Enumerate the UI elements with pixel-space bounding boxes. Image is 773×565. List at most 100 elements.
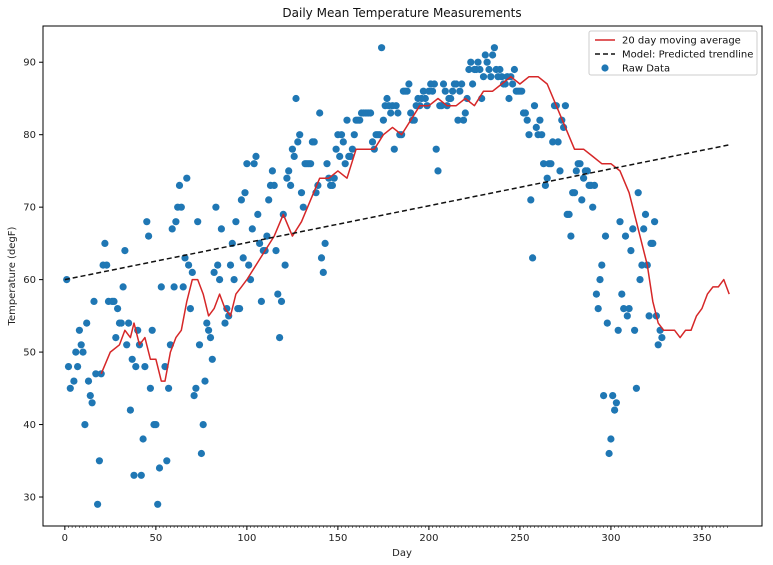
data-point: [292, 94, 300, 103]
data-point: [117, 319, 125, 327]
data-point: [203, 319, 211, 327]
data-point: [316, 109, 324, 117]
data-point: [549, 138, 557, 146]
data-point: [197, 449, 205, 458]
x-tick-label: 100: [237, 533, 256, 544]
data-point: [188, 268, 196, 276]
trendline: [64, 144, 730, 281]
data-point: [654, 341, 662, 349]
data-point: [649, 239, 657, 247]
y-tick-label: 40: [23, 420, 36, 431]
data-point: [627, 247, 635, 255]
data-point: [190, 392, 198, 400]
data-point: [618, 290, 626, 298]
data-point: [72, 348, 80, 356]
data-point: [607, 435, 615, 443]
data-point: [439, 80, 448, 88]
data-point: [170, 283, 178, 291]
x-tick-label: 300: [601, 533, 620, 544]
y-tick-label: 30: [23, 493, 36, 504]
legend-marker-raw: [601, 64, 609, 72]
data-point: [592, 290, 601, 298]
data-point: [294, 138, 302, 146]
data-point: [121, 247, 129, 255]
legend-label: 20 day moving average: [622, 36, 741, 47]
data-point: [148, 326, 156, 334]
data-point: [154, 500, 162, 508]
data-point: [332, 145, 340, 153]
data-point: [75, 326, 83, 334]
y-tick-label: 90: [23, 58, 36, 69]
data-point: [601, 232, 610, 240]
data-point: [70, 377, 78, 385]
data-point: [79, 348, 87, 356]
data-point: [186, 305, 194, 313]
data-point: [323, 160, 331, 168]
data-point: [337, 131, 346, 139]
data-point: [605, 449, 613, 458]
moving-average-line: [100, 75, 730, 382]
data-point: [336, 152, 344, 160]
data-point: [110, 297, 118, 305]
axes-frame: [42, 25, 763, 527]
data-point: [243, 160, 251, 168]
data-point: [481, 51, 489, 59]
data-point: [508, 80, 517, 88]
data-point: [489, 51, 497, 59]
data-point: [276, 334, 284, 342]
data-point: [518, 87, 526, 95]
data-point: [378, 44, 386, 52]
data-point: [458, 80, 466, 88]
data-point: [185, 261, 193, 269]
data-point: [157, 283, 165, 291]
data-point: [194, 218, 202, 226]
data-point: [368, 138, 377, 146]
data-point: [487, 73, 495, 81]
data-point: [390, 145, 398, 153]
data-point: [447, 94, 455, 103]
data-point: [126, 406, 134, 414]
x-tick-label: 200: [419, 533, 438, 544]
x-tick-label: 150: [328, 533, 347, 544]
data-point: [621, 232, 630, 240]
data-point: [434, 167, 442, 175]
data-point: [350, 131, 358, 139]
data-point: [183, 174, 191, 182]
data-point: [496, 65, 504, 74]
data-point: [277, 297, 286, 305]
x-axis-label: Day: [392, 548, 412, 559]
data-point: [421, 94, 429, 103]
data-point: [179, 283, 187, 291]
data-point: [297, 189, 306, 197]
data-point: [168, 225, 176, 233]
legend-box: [588, 30, 758, 76]
data-point: [205, 326, 213, 334]
axes: 0 50 100 150 200 250 300 350 30 40 50 60 70 80 90: [23, 25, 763, 544]
data-point: [356, 116, 364, 124]
data-point: [137, 471, 145, 479]
x-tick-label: 350: [692, 533, 711, 544]
y-tick-label: 50: [23, 348, 36, 359]
data-point: [572, 167, 580, 175]
data-point: [86, 392, 94, 400]
data-point: [459, 116, 468, 124]
data-point: [281, 261, 289, 269]
data-point: [141, 363, 149, 371]
data-point: [216, 276, 224, 284]
data-point: [152, 421, 160, 429]
data-point: [616, 218, 624, 226]
data-point: [341, 160, 349, 168]
data-point: [454, 116, 462, 124]
data-point: [589, 203, 597, 211]
data-point: [490, 44, 498, 52]
data-point: [84, 377, 93, 385]
data-point: [632, 384, 641, 392]
data-point: [634, 189, 642, 197]
data-point: [88, 399, 96, 407]
data-point: [139, 435, 147, 443]
data-point: [248, 225, 256, 233]
data-point: [348, 145, 356, 153]
data-point: [596, 276, 604, 284]
data-point: [250, 160, 258, 168]
data-point: [237, 196, 245, 204]
